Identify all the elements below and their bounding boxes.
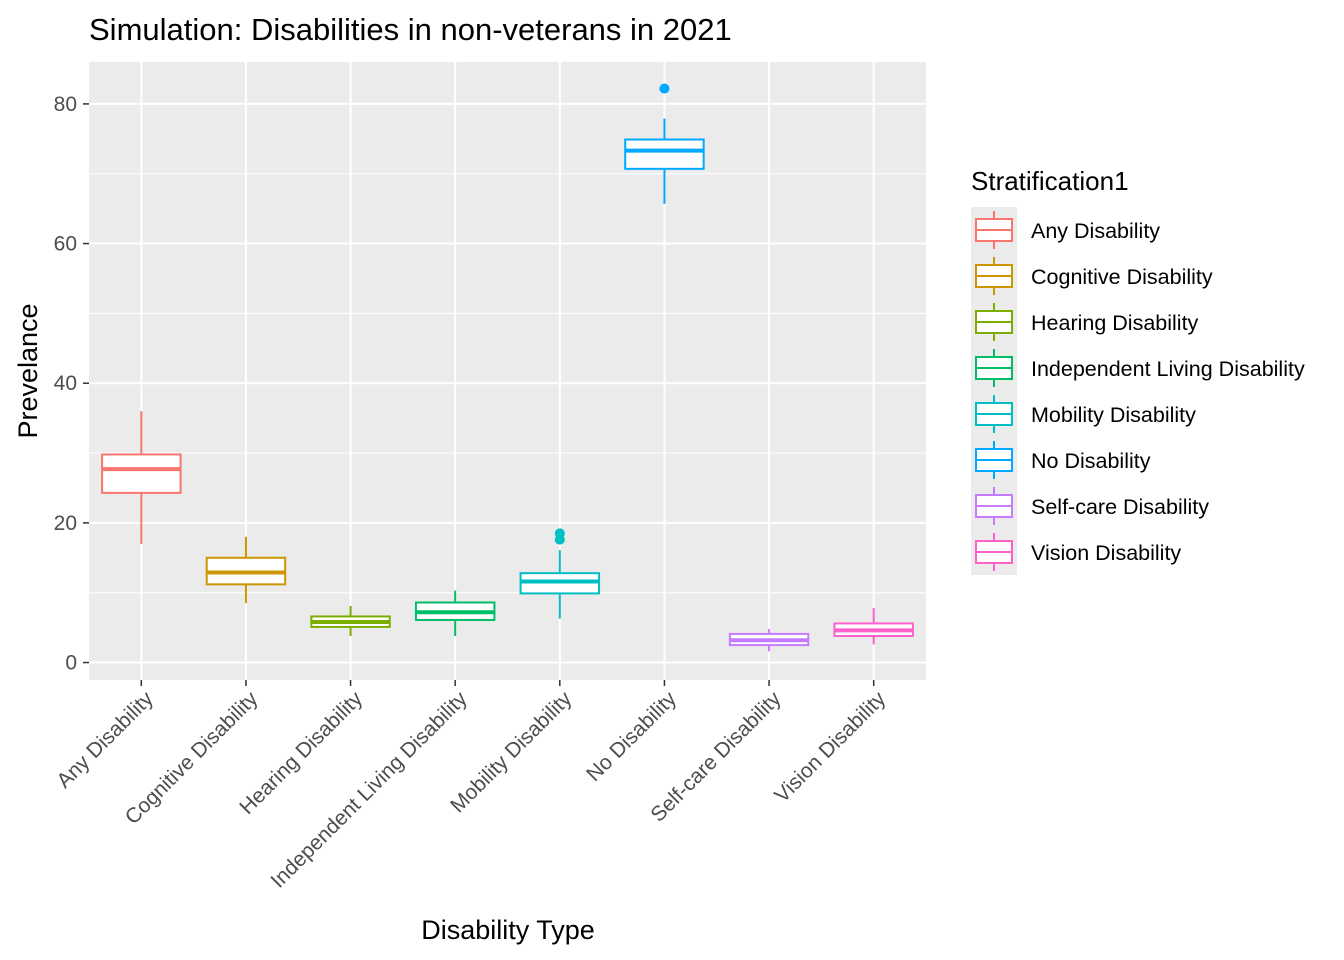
- y-axis: 0 20 40 60 80: [54, 93, 89, 675]
- box-mobility-disability: [519, 528, 601, 619]
- y-tick-label: 20: [54, 512, 77, 535]
- legend-item: Any Disability: [971, 207, 1160, 253]
- plot-panel: [89, 62, 926, 680]
- legend-label: Independent Living Disability: [1031, 357, 1305, 381]
- chart-title: Simulation: Disabilities in non-veterans…: [89, 12, 732, 47]
- legend-label: Vision Disability: [1031, 541, 1181, 565]
- legend: Stratification1 Any Disability Cognitive …: [971, 166, 1305, 575]
- legend-label: Self-care Disability: [1031, 495, 1209, 519]
- legend-item: Mobility Disability: [971, 391, 1196, 437]
- box-iqr: [624, 138, 705, 170]
- y-axis-title: Prevelance: [13, 303, 43, 438]
- legend-item: No Disability: [971, 437, 1151, 483]
- legend-item: Vision Disability: [971, 529, 1181, 575]
- legend-item: Cognitive Disability: [971, 253, 1213, 299]
- legend-label: Mobility Disability: [1031, 403, 1196, 427]
- legend-label: Any Disability: [1031, 219, 1160, 243]
- y-tick-label: 40: [54, 372, 77, 395]
- legend-item: Independent Living Disability: [971, 345, 1305, 391]
- legend-label: Cognitive Disability: [1031, 265, 1213, 289]
- box-no-disability: [624, 83, 705, 204]
- legend-title: Stratification1: [971, 166, 1129, 196]
- legend-label: Hearing Disability: [1031, 311, 1199, 335]
- y-tick-label: 60: [54, 233, 77, 256]
- box-independent-living-disability: [414, 590, 496, 637]
- legend-label: No Disability: [1031, 449, 1151, 473]
- box-series: [101, 83, 914, 652]
- box-iqr: [101, 453, 182, 494]
- outlier-point: [659, 83, 670, 94]
- legend-item: Hearing Disability: [971, 299, 1199, 345]
- y-tick-label: 80: [54, 93, 77, 116]
- minor-gridlines: [89, 173, 926, 594]
- legend-item: Self-care Disability: [971, 483, 1209, 529]
- outlier-point: [554, 528, 565, 539]
- box-cognitive-disability: [205, 536, 287, 604]
- y-tick-label: 0: [65, 652, 77, 675]
- x-axis-title: Disability Type: [421, 915, 595, 945]
- box-vision-disability: [833, 608, 914, 645]
- legend-items: Any Disability Cognitive Disability Hearin…: [971, 207, 1305, 575]
- box-any-disability: [101, 411, 182, 544]
- box-hearing-disability: [310, 605, 391, 637]
- box-self-care-disability: [728, 629, 810, 652]
